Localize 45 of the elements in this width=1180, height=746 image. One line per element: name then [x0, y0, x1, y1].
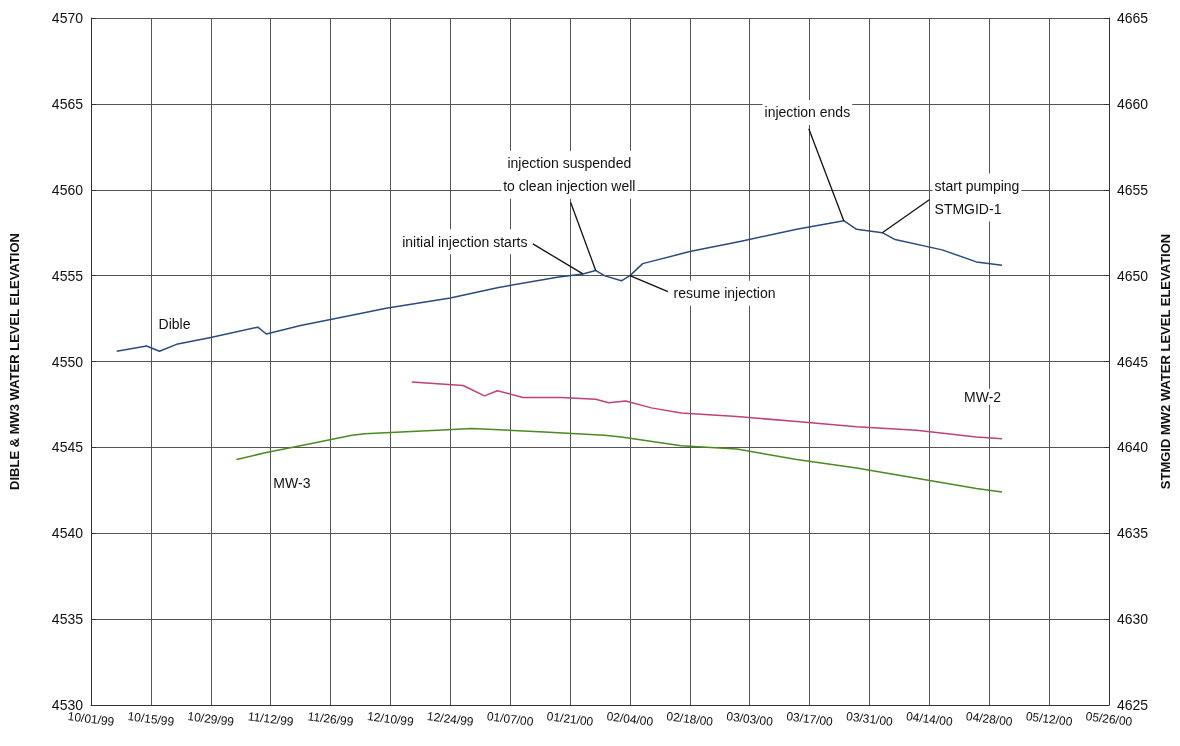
annotation: injection ends — [764, 104, 851, 121]
y2-axis-title: STMGID MW2 WATER LEVEL ELEVATION — [1158, 233, 1173, 490]
x-tick-label: 01/21/00 — [546, 709, 595, 729]
y2-tick-label: 4655 — [1116, 181, 1149, 198]
y-tick-label: 4540 — [51, 525, 84, 542]
y2-tick-label: 4630 — [1116, 611, 1149, 628]
y-tick-label: 4545 — [51, 439, 84, 456]
x-tick-label: 05/12/00 — [1025, 709, 1074, 729]
annotation: initial injection starts — [402, 233, 528, 250]
series-label: Dible — [158, 316, 191, 333]
y-tick-label: 4535 — [51, 611, 84, 628]
text: MW-2 — [964, 388, 1002, 405]
y-axis-title: DIBLE & MW3 WATER LEVEL ELEVATION — [7, 233, 22, 490]
x-tick-label: 12/24/99 — [426, 709, 475, 729]
x-tick-label: 12/10/99 — [366, 709, 415, 729]
x-tick-label: 10/15/99 — [126, 709, 176, 729]
x-tick-label: 02/04/00 — [605, 709, 655, 729]
annotation: resume injection — [673, 285, 776, 302]
line-series — [115, 219, 1003, 352]
x-tick-label: 11/26/99 — [306, 709, 355, 729]
x-tick-label: 03/03/00 — [725, 709, 775, 729]
series-label: MW-3 — [273, 474, 311, 491]
x-tick-label: 03/31/00 — [845, 709, 894, 729]
line-series — [235, 427, 1003, 493]
y-tick-label: 4565 — [51, 95, 84, 112]
x-tick-label: 04/14/00 — [905, 709, 954, 729]
y2-tick-label: 4640 — [1116, 439, 1149, 456]
y2-tick-label: 4665 — [1116, 10, 1149, 26]
x-tick-label: 03/17/00 — [785, 709, 834, 729]
y2-tick-label: 4635 — [1116, 525, 1149, 542]
y-tick-label: 4550 — [51, 353, 84, 370]
y-tick-label: 4555 — [51, 267, 84, 284]
y2-tick-label: 4650 — [1116, 267, 1149, 284]
line-series — [411, 381, 1003, 440]
y2-tick-label: 4645 — [1116, 353, 1149, 370]
y2-tick-label: 4660 — [1116, 95, 1149, 112]
x-tick-label: 01/07/00 — [486, 709, 535, 729]
x-tick-label: 02/18/00 — [665, 709, 715, 729]
annotation: start pumping STMGID-1 — [934, 177, 1020, 217]
annotation: injection suspended to clean injection well — [503, 155, 636, 195]
x-tick-label: 04/28/00 — [965, 709, 1014, 729]
x-tick-label: 11/12/99 — [247, 709, 295, 729]
y-tick-label: 4570 — [51, 10, 84, 26]
x-tick-label: 10/29/99 — [186, 709, 236, 729]
y-tick-label: 4560 — [51, 181, 84, 198]
